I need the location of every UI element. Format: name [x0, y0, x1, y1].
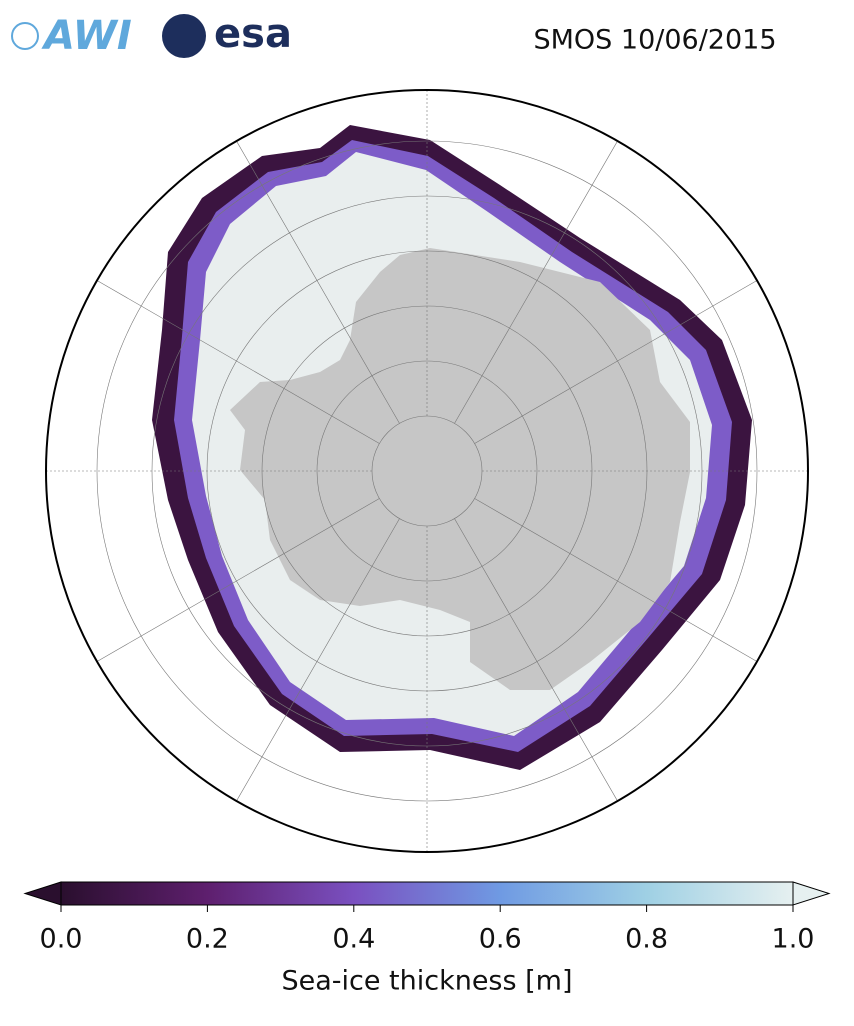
- graticule: [46, 90, 808, 852]
- colorbar-label: Sea-ice thickness [m]: [281, 966, 572, 997]
- colorbar-tick-label: 0.6: [479, 924, 522, 955]
- colorbar-tick-label: 1.0: [772, 924, 815, 955]
- map-boundary: [45, 89, 809, 853]
- esa-logo-mark: [162, 14, 206, 58]
- meridian: [236, 518, 400, 802]
- map: [46, 90, 808, 852]
- meridian: [474, 280, 758, 444]
- latitude-circle: [96, 140, 758, 802]
- antarctica: [230, 248, 690, 690]
- meridian: [454, 518, 618, 802]
- logos: AWI esa: [11, 11, 292, 59]
- colorbar: 0.0 0.2 0.4 0.6 0.8 1.0: [23, 881, 831, 955]
- colorbar-tick-label: 0.2: [186, 924, 229, 955]
- latitude-circle: [316, 360, 538, 582]
- colorbar-fill: [61, 882, 793, 905]
- colorbar-extend-high: [792, 881, 831, 906]
- awi-logo: AWI: [41, 13, 132, 59]
- esa-logo: esa: [214, 11, 292, 57]
- title: SMOS 10/06/2015: [533, 25, 776, 56]
- meridian: [236, 140, 400, 424]
- meridian: [474, 498, 758, 662]
- colorbar-extend-low: [23, 881, 62, 906]
- colorbar-tick-label: 0.8: [625, 924, 668, 955]
- colorbar-tick-label: 0.4: [332, 924, 375, 955]
- awi-logo-mark: [11, 22, 39, 50]
- colorbar-tick-label: 0.0: [40, 924, 83, 955]
- meridian: [96, 280, 380, 444]
- meridian: [96, 498, 380, 662]
- colorbar-frame: [60, 881, 794, 906]
- meridian: [454, 140, 618, 424]
